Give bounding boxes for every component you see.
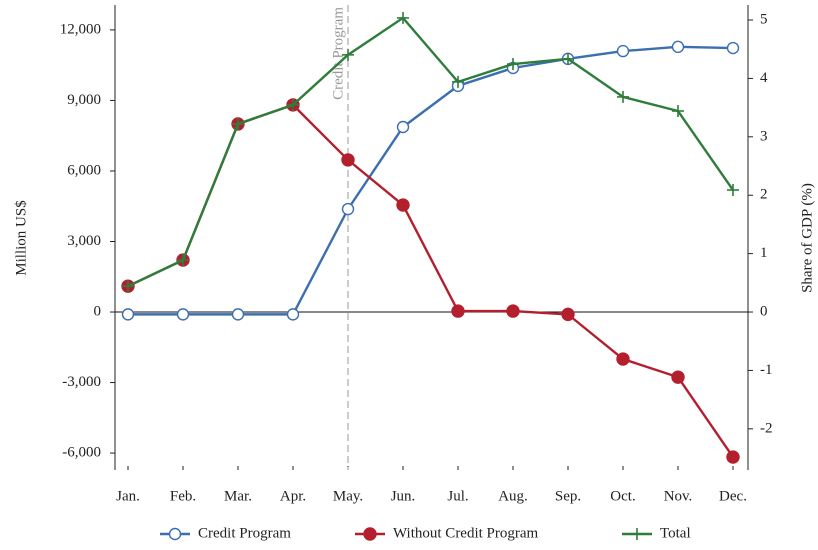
point: [726, 450, 740, 464]
y2-tick-label: 0: [760, 303, 768, 319]
series-line: [127, 16, 734, 288]
point: [507, 58, 519, 71]
x-tick-label: Oct.: [610, 488, 635, 504]
legend-label: Total: [660, 525, 691, 541]
y2-tick-label: 1: [760, 245, 768, 261]
point: [617, 90, 629, 103]
legend-marker: [363, 527, 377, 541]
point: [121, 308, 135, 321]
point: [616, 44, 630, 58]
legend-marker: [168, 527, 182, 541]
point: [396, 120, 410, 134]
x-tick-label: Sep.: [555, 488, 581, 504]
point: [561, 307, 575, 322]
point: [177, 254, 189, 267]
y-tick-label: -6,000: [62, 445, 101, 461]
vline-label: Credit Program: [330, 7, 346, 100]
x-tick-label: Jul.: [447, 488, 468, 504]
x-tick-label: Aug.: [498, 488, 528, 504]
x-tick-label: Jun.: [391, 488, 416, 504]
point: [342, 48, 354, 61]
legend-label: Credit Program: [198, 525, 291, 541]
point: [341, 153, 355, 167]
point: [122, 280, 134, 293]
y-tick-label: 3,000: [67, 233, 101, 249]
legend-label: Without Credit Program: [393, 525, 539, 541]
point: [727, 184, 739, 197]
point: [452, 75, 464, 88]
point: [506, 304, 520, 318]
x-tick-label: Dec.: [719, 488, 747, 504]
point: [726, 41, 740, 55]
x-tick-label: May.: [333, 488, 363, 504]
series-line: [128, 45, 734, 316]
x-tick-label: Mar.: [224, 488, 252, 504]
point: [396, 198, 410, 212]
point: [562, 52, 574, 65]
y2-tick-label: 4: [760, 70, 768, 86]
series-line: [127, 103, 734, 458]
y2-tick-label: -2: [760, 420, 773, 436]
y-tick-label: -3,000: [62, 374, 101, 390]
point: [231, 308, 245, 321]
point: [287, 98, 299, 111]
y-axis-label: Million US$: [13, 200, 29, 276]
point: [616, 352, 630, 366]
y2-axis-label: Share of GDP (%): [799, 183, 815, 293]
y2-tick-label: 5: [760, 11, 768, 27]
y2-tick-label: 3: [760, 128, 768, 144]
x-tick-label: Feb.: [170, 488, 196, 504]
x-tick-label: Nov.: [664, 488, 693, 504]
x-tick-label: Apr.: [280, 488, 306, 504]
point: [451, 304, 465, 318]
point: [397, 11, 409, 24]
y-tick-label: 6,000: [67, 162, 101, 178]
point: [672, 105, 684, 118]
y-tick-label: 12,000: [60, 21, 101, 37]
y-tick-label: 9,000: [67, 92, 101, 108]
point: [671, 40, 685, 54]
x-tick-label: Jan.: [116, 488, 140, 504]
y2-tick-label: 2: [760, 187, 768, 203]
point: [341, 202, 355, 216]
point: [286, 308, 300, 321]
point: [671, 370, 685, 384]
y-tick-label: 0: [94, 303, 102, 319]
point: [232, 117, 244, 130]
y2-tick-label: -1: [760, 362, 773, 378]
point: [176, 308, 190, 321]
legend-marker: [631, 528, 643, 540]
